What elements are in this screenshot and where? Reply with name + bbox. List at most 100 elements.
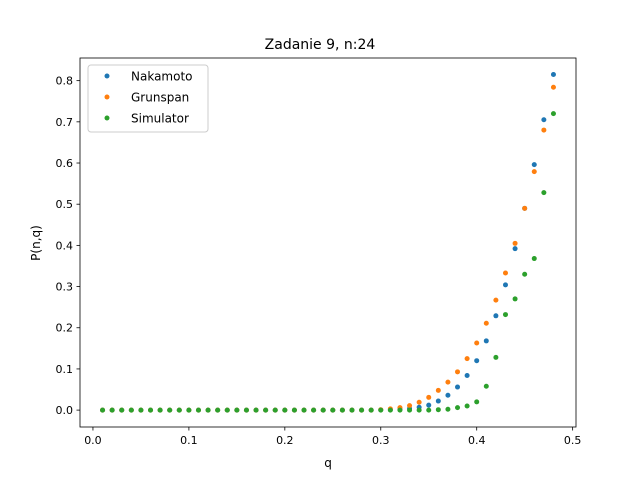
data-point-grunspan — [531, 169, 537, 175]
x-tick-label: 0.4 — [468, 434, 486, 447]
y-tick-label: 0.4 — [56, 239, 74, 252]
data-point-simulator — [263, 407, 269, 413]
data-point-simulator — [330, 407, 336, 413]
y-tick-label: 0.3 — [56, 281, 74, 294]
data-point-simulator — [109, 407, 115, 413]
data-point-simulator — [531, 256, 537, 262]
data-point-simulator — [128, 407, 134, 413]
x-tick-label: 0.2 — [276, 434, 294, 447]
data-point-simulator — [416, 407, 422, 413]
data-point-simulator — [435, 407, 441, 413]
data-point-simulator — [541, 190, 547, 196]
data-point-simulator — [550, 111, 556, 117]
data-point-grunspan — [550, 84, 556, 90]
data-point-nakamoto — [435, 398, 441, 404]
plot-frame — [79, 57, 577, 428]
data-point-nakamoto — [541, 117, 547, 123]
legend-label-nakamoto: Nakamoto — [131, 70, 193, 84]
legend-marker-grunspan — [104, 94, 110, 100]
data-point-nakamoto — [531, 162, 537, 168]
y-axis: 0.0 0.1 0.2 0.3 0.4 0.5 0.6 0.7 0.8 — [56, 75, 80, 417]
data-point-simulator — [148, 407, 154, 413]
data-point-simulator — [493, 354, 499, 360]
series-simulator — [100, 111, 556, 413]
data-point-simulator — [138, 407, 144, 413]
data-point-nakamoto — [493, 313, 499, 319]
legend-box — [87, 64, 209, 133]
data-point-simulator — [455, 405, 461, 411]
data-point-grunspan — [445, 379, 451, 385]
data-point-grunspan — [416, 399, 422, 405]
data-point-simulator — [243, 407, 249, 413]
data-point-grunspan — [493, 297, 499, 303]
y-tick-label: 0.7 — [56, 116, 74, 129]
x-tick-label: 0.0 — [84, 434, 102, 447]
data-point-grunspan — [464, 356, 470, 362]
x-tick-label: 0.1 — [180, 434, 198, 447]
data-point-grunspan — [474, 340, 480, 346]
data-point-nakamoto — [464, 373, 470, 379]
x-tick-label: 0.5 — [564, 434, 582, 447]
data-point-simulator — [272, 407, 278, 413]
data-point-grunspan — [426, 394, 432, 400]
data-point-simulator — [157, 407, 163, 413]
data-point-grunspan — [483, 320, 489, 326]
legend: Nakamoto Grunspan Simulator — [87, 64, 209, 133]
data-point-simulator — [195, 407, 201, 413]
data-point-simulator — [100, 407, 106, 413]
data-point-grunspan — [522, 205, 528, 211]
data-point-grunspan — [541, 127, 547, 133]
x-axis-label: q — [324, 456, 332, 470]
data-point-simulator — [378, 407, 384, 413]
data-point-simulator — [301, 407, 307, 413]
data-point-simulator — [320, 407, 326, 413]
legend-label-simulator: Simulator — [131, 112, 189, 126]
data-point-grunspan — [512, 240, 518, 246]
data-point-grunspan — [407, 403, 413, 409]
data-point-simulator — [186, 407, 192, 413]
x-axis: 0.0 0.1 0.2 0.3 0.4 0.5 — [84, 427, 581, 447]
data-point-nakamoto — [445, 392, 451, 398]
y-tick-label: 0.8 — [56, 75, 74, 88]
data-point-simulator — [359, 407, 365, 413]
data-point-simulator — [119, 407, 125, 413]
x-tick-label: 0.3 — [372, 434, 390, 447]
data-point-simulator — [464, 403, 470, 409]
data-point-simulator — [349, 407, 355, 413]
data-point-grunspan — [502, 270, 508, 276]
data-point-nakamoto — [455, 384, 461, 390]
legend-marker-nakamoto — [104, 73, 110, 79]
data-point-simulator — [234, 407, 240, 413]
data-point-simulator — [522, 271, 528, 277]
data-point-simulator — [291, 407, 297, 413]
legend-marker-simulator — [104, 115, 110, 121]
data-point-nakamoto — [550, 71, 556, 77]
data-point-simulator — [483, 383, 489, 389]
data-point-simulator — [407, 407, 413, 413]
data-point-simulator — [215, 407, 221, 413]
data-point-simulator — [205, 407, 211, 413]
y-tick-label: 0.2 — [56, 322, 74, 335]
data-point-nakamoto — [512, 246, 518, 252]
data-point-simulator — [474, 399, 480, 405]
data-point-nakamoto — [483, 338, 489, 344]
y-tick-label: 0.1 — [56, 363, 74, 376]
data-point-simulator — [253, 407, 259, 413]
data-point-simulator — [339, 407, 345, 413]
y-tick-label: 0.5 — [56, 198, 74, 211]
data-point-grunspan — [455, 369, 461, 375]
legend-label-grunspan: Grunspan — [131, 91, 189, 105]
y-tick-label: 0.0 — [56, 404, 74, 417]
data-point-simulator — [387, 407, 393, 413]
data-point-simulator — [445, 406, 451, 412]
y-axis-label: P(n,q) — [29, 225, 43, 261]
chart-title: Zadanie 9, n:24 — [265, 37, 376, 53]
series-grunspan — [100, 84, 556, 413]
data-point-nakamoto — [474, 358, 480, 364]
y-tick-label: 0.6 — [56, 157, 74, 170]
data-point-simulator — [368, 407, 374, 413]
data-point-simulator — [502, 312, 508, 318]
data-point-simulator — [282, 407, 288, 413]
data-point-simulator — [176, 407, 182, 413]
